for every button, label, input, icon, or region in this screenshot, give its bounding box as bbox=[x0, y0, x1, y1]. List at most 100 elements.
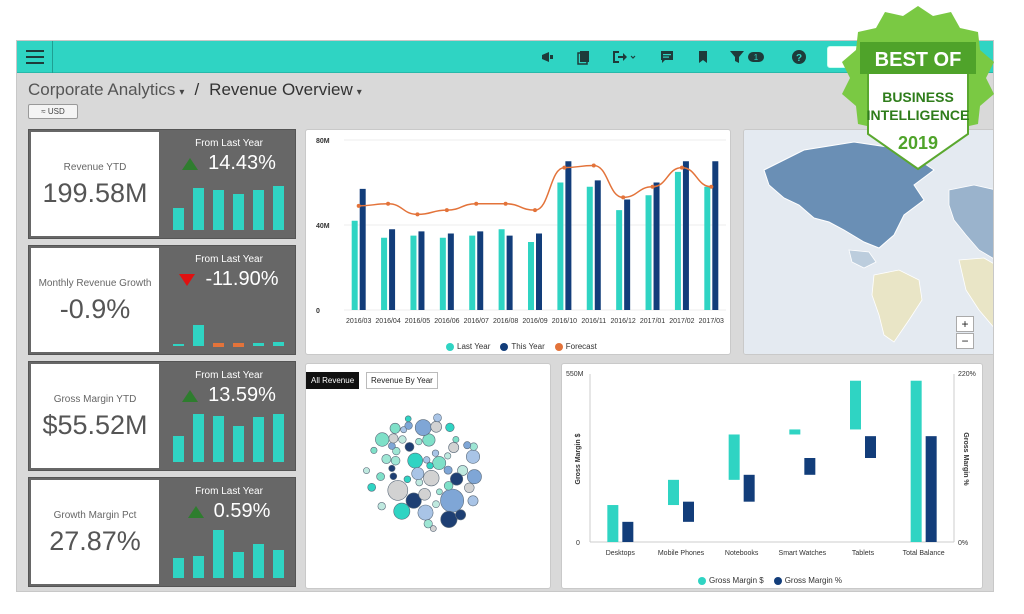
export-icon[interactable] bbox=[611, 49, 637, 65]
bubble[interactable] bbox=[448, 442, 460, 453]
bubble[interactable] bbox=[466, 469, 482, 485]
breadcrumb-root[interactable]: Corporate Analytics ▾ bbox=[28, 80, 185, 99]
filter-icon[interactable]: 1 bbox=[729, 49, 771, 65]
bubble[interactable] bbox=[376, 472, 385, 481]
bar-last-year[interactable] bbox=[528, 242, 534, 310]
forecast-point[interactable] bbox=[709, 184, 714, 189]
copy-icon[interactable] bbox=[576, 49, 592, 65]
world-map-panel[interactable]: + − bbox=[743, 129, 994, 355]
bubble[interactable] bbox=[431, 449, 440, 457]
bubble[interactable] bbox=[387, 480, 409, 501]
bubble[interactable] bbox=[450, 472, 464, 486]
legend-item-forecast[interactable]: Forecast bbox=[554, 342, 597, 351]
bubble[interactable] bbox=[436, 488, 443, 496]
bubble[interactable] bbox=[363, 467, 370, 474]
bookmark-icon[interactable] bbox=[695, 49, 711, 65]
legend-item-this-year[interactable]: This Year bbox=[500, 342, 545, 351]
bubble[interactable] bbox=[400, 426, 408, 434]
bar-this-year[interactable] bbox=[359, 188, 366, 310]
bar-this-year[interactable] bbox=[477, 231, 484, 310]
bar-gross-margin-dollar[interactable] bbox=[789, 429, 801, 435]
bubble[interactable] bbox=[381, 454, 392, 464]
bubble[interactable] bbox=[452, 436, 460, 443]
tab-revenue-by-year[interactable]: Revenue By Year bbox=[366, 372, 438, 389]
bubble[interactable] bbox=[398, 435, 407, 444]
bubble[interactable] bbox=[414, 419, 432, 436]
bar-this-year[interactable] bbox=[565, 161, 572, 310]
map-region-europe[interactable] bbox=[948, 184, 994, 260]
bubble[interactable] bbox=[422, 433, 436, 447]
bubble[interactable] bbox=[405, 492, 422, 509]
bubble[interactable] bbox=[466, 449, 481, 464]
bubble[interactable] bbox=[370, 446, 378, 454]
legend-item-gross-margin-pct[interactable]: Gross Margin % bbox=[773, 576, 842, 585]
bubble[interactable] bbox=[417, 504, 434, 521]
bar-last-year[interactable] bbox=[439, 237, 446, 310]
bubble[interactable] bbox=[433, 413, 442, 423]
bubble[interactable] bbox=[443, 481, 454, 491]
bar-gross-margin-dollar[interactable] bbox=[850, 380, 861, 430]
bubble[interactable] bbox=[411, 467, 425, 480]
bubble[interactable] bbox=[469, 442, 478, 451]
bubble[interactable] bbox=[392, 446, 401, 456]
bubble[interactable] bbox=[423, 469, 440, 487]
bar-last-year[interactable] bbox=[410, 235, 417, 310]
bar-last-year[interactable] bbox=[674, 171, 681, 310]
bar-last-year[interactable] bbox=[586, 186, 593, 310]
bubble[interactable] bbox=[388, 464, 396, 472]
hamburger-menu-icon[interactable] bbox=[17, 41, 53, 73]
map-zoom-in-button[interactable]: + bbox=[956, 316, 974, 332]
bubble[interactable] bbox=[430, 420, 442, 433]
bubble[interactable] bbox=[432, 500, 440, 508]
bar-gross-margin-dollar[interactable] bbox=[607, 505, 619, 542]
bar-this-year[interactable] bbox=[653, 182, 660, 311]
forecast-point[interactable] bbox=[356, 203, 361, 208]
bubble[interactable] bbox=[407, 452, 423, 469]
bar-gross-margin-dollar[interactable] bbox=[728, 434, 740, 480]
bar-this-year[interactable] bbox=[389, 229, 396, 310]
bar-this-year[interactable] bbox=[536, 233, 542, 311]
bubble[interactable] bbox=[455, 509, 466, 521]
bar-gross-margin-pct[interactable] bbox=[683, 501, 694, 522]
world-map[interactable] bbox=[744, 130, 994, 355]
bubble[interactable] bbox=[457, 465, 468, 476]
bubble[interactable] bbox=[418, 488, 431, 501]
forecast-point[interactable] bbox=[533, 208, 537, 213]
legend-item-gross-margin-dollar[interactable]: Gross Margin $ bbox=[698, 576, 764, 585]
forecast-point[interactable] bbox=[444, 208, 449, 213]
legend-item-last-year[interactable]: Last Year bbox=[446, 342, 490, 351]
bar-gross-margin-pct[interactable] bbox=[622, 521, 634, 542]
bubble[interactable] bbox=[415, 478, 424, 487]
bubble[interactable] bbox=[444, 452, 452, 460]
bar-last-year[interactable] bbox=[704, 186, 711, 310]
forecast-point[interactable] bbox=[562, 165, 567, 170]
bubble[interactable] bbox=[389, 472, 398, 481]
currency-button[interactable]: ≈ USD bbox=[28, 104, 78, 119]
bar-this-year[interactable] bbox=[682, 161, 689, 310]
bar-last-year[interactable] bbox=[498, 229, 505, 310]
bubble[interactable] bbox=[432, 456, 447, 470]
bar-this-year[interactable] bbox=[624, 199, 631, 311]
bubble[interactable] bbox=[423, 456, 431, 464]
bubble[interactable] bbox=[426, 462, 434, 470]
breadcrumb-current[interactable]: Revenue Overview ▾ bbox=[209, 80, 362, 99]
bar-gross-margin-dollar[interactable] bbox=[910, 380, 922, 542]
bar-gross-margin-pct[interactable] bbox=[804, 458, 816, 475]
map-zoom-out-button[interactable]: − bbox=[956, 333, 974, 349]
bubble[interactable] bbox=[367, 483, 376, 492]
forecast-point[interactable] bbox=[474, 201, 479, 206]
bubble[interactable] bbox=[463, 441, 472, 450]
map-region-central-america[interactable] bbox=[848, 249, 877, 269]
megaphone-icon[interactable] bbox=[540, 49, 556, 65]
bar-gross-margin-dollar[interactable] bbox=[668, 479, 679, 506]
bar-this-year[interactable] bbox=[447, 233, 454, 311]
bar-last-year[interactable] bbox=[616, 210, 623, 310]
bar-this-year[interactable] bbox=[506, 235, 513, 310]
bubble[interactable] bbox=[389, 422, 401, 434]
bubble[interactable] bbox=[404, 421, 413, 430]
forecast-point[interactable] bbox=[503, 201, 508, 206]
bar-this-year[interactable] bbox=[418, 231, 425, 310]
forecast-point[interactable] bbox=[386, 201, 391, 206]
bubble[interactable] bbox=[464, 482, 475, 494]
forecast-point[interactable] bbox=[679, 165, 684, 170]
